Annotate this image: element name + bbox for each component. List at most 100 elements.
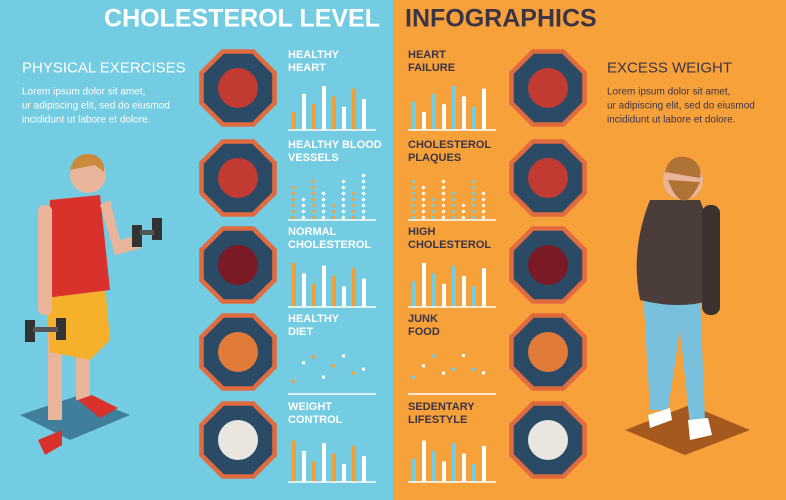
- chart-bar-decoration: [332, 96, 336, 130]
- fit-man: [20, 154, 162, 455]
- overweight-man: [625, 156, 750, 455]
- item-label: DIET: [288, 326, 313, 338]
- chart-bar-decoration: [362, 99, 366, 130]
- chart-bar-decoration: [342, 286, 346, 307]
- chart-bar-decoration: [412, 281, 416, 307]
- item-label: HEALTHY BLOOD: [288, 139, 382, 151]
- chart-bar-decoration: [292, 112, 296, 130]
- chart-dot-decoration: [331, 215, 336, 220]
- chart-bar-decoration: [452, 443, 456, 482]
- item-label: HEALTHY: [288, 49, 340, 61]
- chart-dot-decoration: [471, 215, 476, 220]
- chart-dot-decoration: [291, 197, 296, 202]
- chart-dot-decoration: [361, 209, 366, 214]
- item-label: CHOLESTEROL: [408, 139, 491, 151]
- chart-dot-decoration: [461, 203, 466, 208]
- icon-illustration: [218, 68, 258, 108]
- item-label: PLAQUES: [408, 152, 461, 164]
- item-label: CONTROL: [288, 414, 343, 426]
- chart-bar-decoration: [292, 440, 296, 482]
- chart-dot-decoration: [321, 191, 326, 196]
- body-text: ur adipiscing elit, sed do eiusmod: [22, 100, 170, 111]
- chart-dot-decoration: [421, 203, 426, 208]
- chart-dot-decoration: [341, 209, 346, 214]
- chart-bar-decoration: [462, 453, 466, 482]
- chart-dot-decoration: [321, 215, 326, 220]
- right-heading: EXCESS WEIGHT: [607, 59, 732, 76]
- body-text: incididunt ut labore et dolore.: [607, 114, 735, 125]
- chart-point-decoration: [292, 379, 295, 383]
- chart-point-decoration: [412, 375, 415, 379]
- chart-dot-decoration: [431, 197, 436, 202]
- chart-bar-decoration: [462, 96, 466, 130]
- title-left: CHOLESTEROL LEVEL: [104, 5, 380, 33]
- chart-dot-decoration: [291, 191, 296, 196]
- chart-bar-decoration: [352, 268, 356, 307]
- chart-dot-decoration: [411, 191, 416, 196]
- chart-dot-decoration: [421, 191, 426, 196]
- item-label: HEART: [408, 49, 446, 61]
- chart-bar-decoration: [472, 464, 476, 482]
- chart-bar-decoration: [472, 286, 476, 307]
- chart-dot-decoration: [411, 215, 416, 220]
- chart-dot-decoration: [431, 215, 436, 220]
- chart-bar-decoration: [312, 104, 316, 130]
- chart-dot-decoration: [331, 209, 336, 214]
- chart-bar-decoration: [482, 268, 486, 307]
- chart-bar-decoration: [342, 106, 346, 130]
- left-heading: PHYSICAL EXERCISES: [22, 59, 186, 76]
- chart-bar-decoration: [302, 93, 306, 130]
- chart-dot-decoration: [291, 203, 296, 208]
- chart-dot-decoration: [411, 179, 416, 184]
- chart-point-decoration: [422, 364, 425, 368]
- chart-dot-decoration: [351, 203, 356, 208]
- item-label: VESSELS: [288, 152, 339, 164]
- chart-dot-decoration: [471, 179, 476, 184]
- chart-dot-decoration: [361, 173, 366, 178]
- chart-dot-decoration: [291, 215, 296, 220]
- chart-dot-decoration: [481, 215, 486, 220]
- chart-point-decoration: [472, 367, 475, 371]
- chart-dot-decoration: [441, 203, 446, 208]
- chart-dot-decoration: [451, 215, 456, 220]
- chart-dot-decoration: [341, 197, 346, 202]
- item-label: HEALTHY: [288, 313, 340, 325]
- chart-bar-decoration: [482, 88, 486, 130]
- chart-dot-decoration: [421, 185, 426, 190]
- chart-dot-decoration: [361, 215, 366, 220]
- chart-dot-decoration: [311, 203, 316, 208]
- chart-dot-decoration: [471, 197, 476, 202]
- chart-bar-decoration: [422, 263, 426, 307]
- chart-dot-decoration: [311, 215, 316, 220]
- chart-dot-decoration: [341, 191, 346, 196]
- chart-point-decoration: [342, 354, 345, 358]
- chart-dot-decoration: [471, 209, 476, 214]
- chart-dot-decoration: [331, 203, 336, 208]
- icon-illustration: [528, 68, 568, 108]
- chart-bar-decoration: [322, 443, 326, 482]
- icon-illustration: [528, 158, 568, 198]
- chart-point-decoration: [362, 367, 365, 371]
- chart-bar-decoration: [442, 461, 446, 482]
- title-right: INFOGRAPHICS: [405, 5, 597, 33]
- chart-point-decoration: [302, 361, 305, 365]
- chart-dot-decoration: [311, 179, 316, 184]
- chart-bar-decoration: [362, 278, 366, 307]
- chart-dot-decoration: [311, 185, 316, 190]
- chart-dot-decoration: [471, 191, 476, 196]
- chart-bar-decoration: [422, 112, 426, 130]
- item-label: JUNK: [408, 313, 438, 325]
- chart-point-decoration: [482, 371, 485, 375]
- chart-dot-decoration: [291, 209, 296, 214]
- chart-dot-decoration: [361, 203, 366, 208]
- chart-bar-decoration: [452, 86, 456, 130]
- chart-dot-decoration: [421, 209, 426, 214]
- item-label: FAILURE: [408, 62, 455, 74]
- chart-dot-decoration: [421, 197, 426, 202]
- chart-bar-decoration: [312, 461, 316, 482]
- chart-bar-decoration: [322, 86, 326, 130]
- chart-dot-decoration: [321, 197, 326, 202]
- chart-dot-decoration: [311, 209, 316, 214]
- item-label: HIGH: [408, 226, 436, 238]
